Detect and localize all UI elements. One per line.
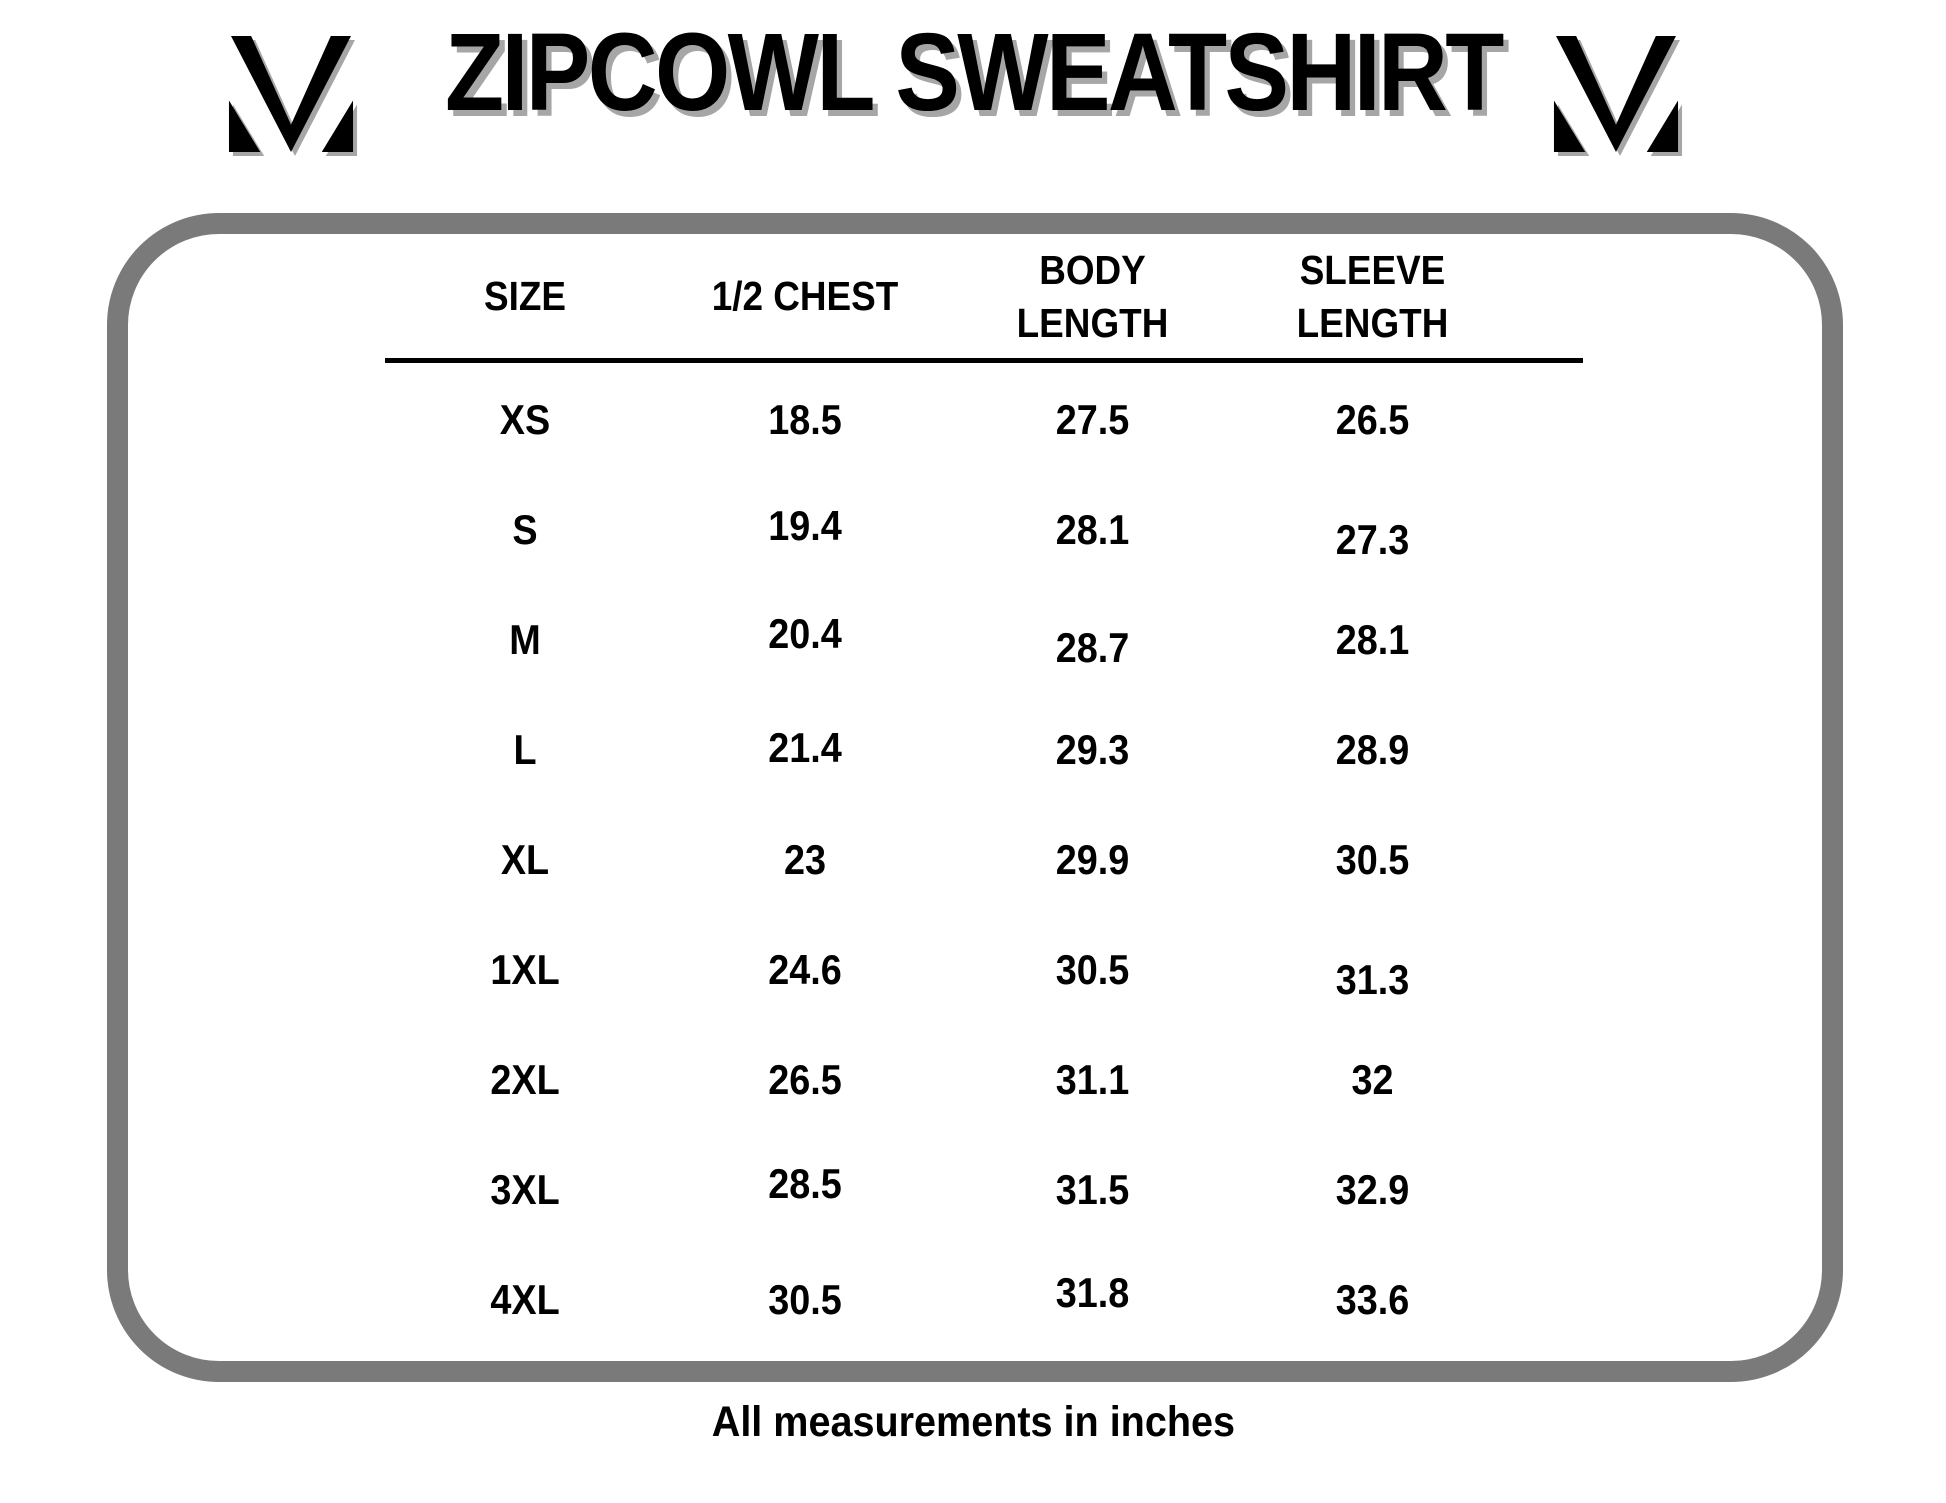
- sleeve-length-cell: 32.9: [1335, 1166, 1410, 1213]
- size-cell: 2XL: [490, 1056, 560, 1103]
- table-row: M 20.4 28.7 28.1: [385, 585, 1505, 695]
- sleeve-length-cell: 32: [1351, 1056, 1394, 1103]
- measurements-note: All measurements in inches: [0, 1398, 1946, 1447]
- sleeve-length-cell: 27.3: [1335, 516, 1410, 563]
- body-length-cell: 31.8: [1055, 1269, 1130, 1316]
- table-row: L 21.4 29.3 28.9: [385, 695, 1505, 805]
- body-length-cell: 29.9: [1055, 836, 1130, 883]
- table-row: 3XL 28.5 31.5 32.9: [385, 1135, 1505, 1245]
- table-row: S 19.4 28.1 27.3: [385, 475, 1505, 585]
- chest-cell: 18.5: [768, 396, 842, 443]
- chest-cell: 19.4: [768, 502, 842, 549]
- table-row: 1XL 24.6 30.5 31.3: [385, 915, 1505, 1025]
- column-header-size: SIZE: [483, 273, 567, 320]
- body-length-cell: 30.5: [1055, 946, 1130, 993]
- sleeve-length-cell: 28.1: [1335, 616, 1410, 663]
- chest-cell: 23: [783, 836, 827, 883]
- mv-logo-icon: [1553, 36, 1679, 154]
- header: ZIPCOWL SWEATSHIRT: [0, 11, 1946, 134]
- column-header-sleeve: SLEEVE LENGTH: [1296, 246, 1449, 346]
- chest-cell: 26.5: [768, 1056, 842, 1103]
- size-cell: S: [512, 506, 538, 553]
- chest-cell: 20.4: [768, 610, 842, 657]
- body-length-cell: 28.7: [1055, 624, 1130, 671]
- sleeve-length-cell: 31.3: [1335, 956, 1410, 1003]
- body-length-cell: 28.1: [1055, 506, 1130, 553]
- size-cell: 1XL: [490, 946, 560, 993]
- sleeve-length-cell: 30.5: [1335, 836, 1410, 883]
- table-row: 4XL 30.5 31.8 33.6: [385, 1245, 1505, 1355]
- size-cell: 4XL: [490, 1276, 560, 1323]
- size-chart-panel: [107, 213, 1843, 1382]
- page-title: ZIPCOWL SWEATSHIRT: [444, 11, 1504, 134]
- chest-cell: 30.5: [768, 1276, 842, 1323]
- size-cell: XS: [499, 396, 551, 443]
- column-header-chest: 1/2 CHEST: [711, 273, 899, 320]
- table-row: 2XL 26.5 31.1 32: [385, 1025, 1505, 1135]
- sleeve-length-cell: 33.6: [1335, 1276, 1410, 1323]
- chest-cell: 24.6: [768, 946, 842, 993]
- body-length-cell: 31.1: [1055, 1056, 1130, 1103]
- table-row: XS 18.5 27.5 26.5: [385, 365, 1505, 475]
- body-length-cell: 27.5: [1055, 396, 1130, 443]
- measurements-note-text: All measurements in inches: [711, 1398, 1235, 1446]
- size-cell: XL: [500, 836, 550, 883]
- column-header-body: BODY LENGTH: [1016, 246, 1169, 346]
- table-header-row: SIZE 1/2 CHEST BODY LENGTH SLEEVE LENGTH: [385, 238, 1505, 356]
- size-table-rows: XS 18.5 27.5 26.5 S 19.4 28.1 27.3 M 20.…: [385, 365, 1505, 1355]
- size-cell: 3XL: [490, 1166, 560, 1213]
- chest-cell: 28.5: [768, 1160, 842, 1207]
- body-length-cell: 29.3: [1055, 726, 1130, 773]
- mv-logo-icon: [228, 36, 354, 154]
- body-length-cell: 31.5: [1055, 1166, 1130, 1213]
- size-cell: L: [513, 726, 537, 773]
- sleeve-length-cell: 28.9: [1335, 726, 1410, 773]
- chest-cell: 21.4: [768, 724, 842, 771]
- header-divider: [385, 358, 1583, 363]
- sleeve-length-cell: 26.5: [1335, 396, 1410, 443]
- table-row: XL 23 29.9 30.5: [385, 805, 1505, 915]
- size-cell: M: [509, 616, 541, 663]
